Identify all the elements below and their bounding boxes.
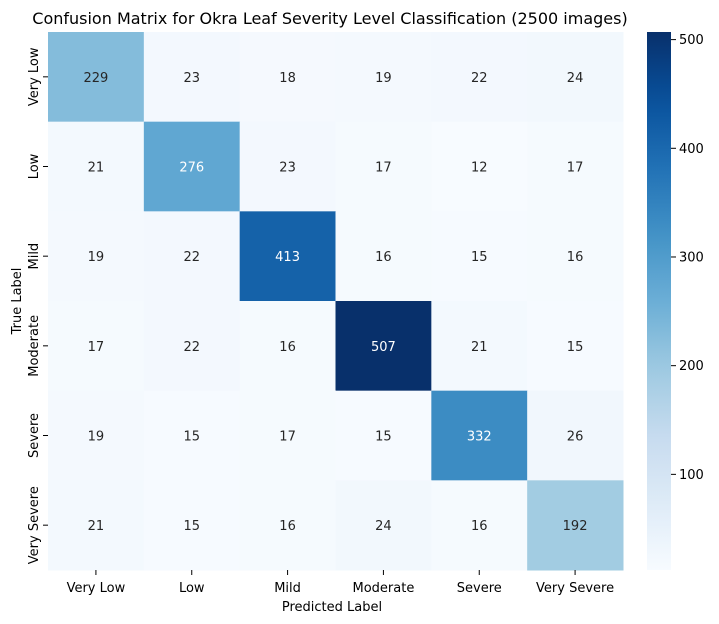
heatmap-cell bbox=[431, 121, 528, 212]
heatmap-cell bbox=[431, 32, 528, 123]
heatmap-cell bbox=[239, 121, 336, 212]
cell-value-label: 16 bbox=[279, 519, 296, 534]
cell-value-label: 15 bbox=[567, 340, 584, 355]
cell-value-label: 22 bbox=[183, 340, 200, 355]
cell-value-label: 23 bbox=[183, 71, 200, 86]
chart-title: Confusion Matrix for Okra Leaf Severity … bbox=[32, 9, 627, 28]
heatmap-cell bbox=[527, 301, 624, 392]
colorbar-tick-label: 400 bbox=[679, 142, 704, 157]
cell-value-label: 16 bbox=[375, 250, 392, 265]
heatmap-cell bbox=[239, 211, 336, 302]
heatmap-cell bbox=[143, 301, 241, 392]
cell-value-label: 413 bbox=[275, 250, 300, 265]
heatmap-cell bbox=[527, 211, 624, 302]
heatmap-cell bbox=[239, 32, 336, 123]
x-tick-label: Very Severe bbox=[536, 581, 614, 596]
cell-value-label: 17 bbox=[567, 161, 584, 176]
heatmap-cell bbox=[527, 121, 624, 212]
y-tick-label: Mild bbox=[27, 243, 42, 270]
cell-value-label: 507 bbox=[371, 340, 396, 355]
y-tick-label: Very Low bbox=[27, 47, 42, 106]
heatmap-cell bbox=[431, 301, 528, 392]
heatmap-cell bbox=[335, 390, 432, 481]
cell-value-label: 22 bbox=[183, 250, 200, 265]
cell-value-label: 22 bbox=[471, 71, 488, 86]
x-tick-label: Moderate bbox=[353, 581, 415, 596]
heatmap-cell bbox=[335, 121, 432, 212]
x-tick-label: Severe bbox=[457, 581, 502, 596]
heatmap-cell bbox=[431, 211, 528, 302]
heatmap-cell bbox=[239, 390, 336, 481]
cell-value-label: 15 bbox=[375, 430, 392, 445]
heatmap-cell bbox=[48, 32, 145, 123]
cell-value-label: 15 bbox=[183, 519, 200, 534]
x-tick-label: Low bbox=[179, 581, 205, 596]
cell-value-label: 21 bbox=[88, 519, 105, 534]
cell-value-label: 26 bbox=[567, 430, 584, 445]
heatmap-cell bbox=[527, 480, 624, 571]
cell-value-label: 23 bbox=[279, 161, 296, 176]
heatmap-cell bbox=[48, 390, 145, 481]
x-tick-label: Very Low bbox=[67, 581, 126, 596]
cell-value-label: 16 bbox=[279, 340, 296, 355]
heatmap-cell bbox=[431, 480, 528, 571]
colorbar-tick-label: 100 bbox=[679, 468, 704, 483]
cell-value-label: 17 bbox=[279, 430, 296, 445]
cell-value-label: 276 bbox=[179, 161, 204, 176]
colorbar bbox=[647, 32, 671, 570]
y-tick-label: Low bbox=[27, 153, 42, 179]
cell-value-label: 17 bbox=[375, 161, 392, 176]
heatmap-cell bbox=[48, 301, 145, 392]
heatmap-cell bbox=[335, 301, 432, 392]
cell-value-label: 12 bbox=[471, 161, 488, 176]
heatmap-cell bbox=[143, 121, 241, 212]
heatmap-cell bbox=[48, 480, 145, 571]
cell-value-label: 21 bbox=[88, 161, 105, 176]
cell-value-label: 24 bbox=[567, 71, 584, 86]
cell-value-label: 15 bbox=[183, 430, 200, 445]
y-tick-label: Very Severe bbox=[27, 486, 42, 564]
cell-value-label: 229 bbox=[84, 71, 109, 86]
heatmap-cell bbox=[527, 390, 624, 481]
cell-value-label: 19 bbox=[88, 430, 105, 445]
cell-value-label: 15 bbox=[471, 250, 488, 265]
y-axis-label: True Label bbox=[10, 268, 25, 336]
y-tick-label: Severe bbox=[27, 413, 42, 458]
y-tick-label: Moderate bbox=[27, 315, 42, 377]
cell-value-label: 17 bbox=[88, 340, 105, 355]
heatmap-cell bbox=[143, 480, 241, 571]
heatmap-cell bbox=[143, 390, 241, 481]
cell-value-label: 16 bbox=[567, 250, 584, 265]
heatmap-cell bbox=[239, 301, 336, 392]
heatmap-cell bbox=[335, 211, 432, 302]
heatmap-cell bbox=[48, 121, 145, 212]
x-tick-label: Mild bbox=[274, 581, 301, 596]
heatmap-cell bbox=[527, 32, 624, 123]
heatmap-cell bbox=[48, 211, 145, 302]
heatmap-cell bbox=[335, 480, 432, 571]
heatmap-cell bbox=[239, 480, 336, 571]
cell-value-label: 332 bbox=[467, 430, 492, 445]
heatmap-cell bbox=[143, 32, 241, 123]
colorbar-tick-label: 200 bbox=[679, 359, 704, 374]
cell-value-label: 18 bbox=[279, 71, 296, 86]
cell-value-label: 192 bbox=[563, 519, 588, 534]
cell-value-label: 24 bbox=[375, 519, 392, 534]
cell-value-label: 21 bbox=[471, 340, 488, 355]
cell-value-label: 19 bbox=[375, 71, 392, 86]
heatmap-cell bbox=[431, 390, 528, 481]
cell-value-label: 19 bbox=[88, 250, 105, 265]
heatmap-cell bbox=[143, 211, 241, 302]
colorbar-tick-label: 500 bbox=[679, 33, 704, 48]
colorbar-tick-label: 300 bbox=[679, 250, 704, 265]
x-axis-label: Predicted Label bbox=[282, 600, 382, 615]
heatmap-cell bbox=[335, 32, 432, 123]
cell-value-label: 16 bbox=[471, 519, 488, 534]
